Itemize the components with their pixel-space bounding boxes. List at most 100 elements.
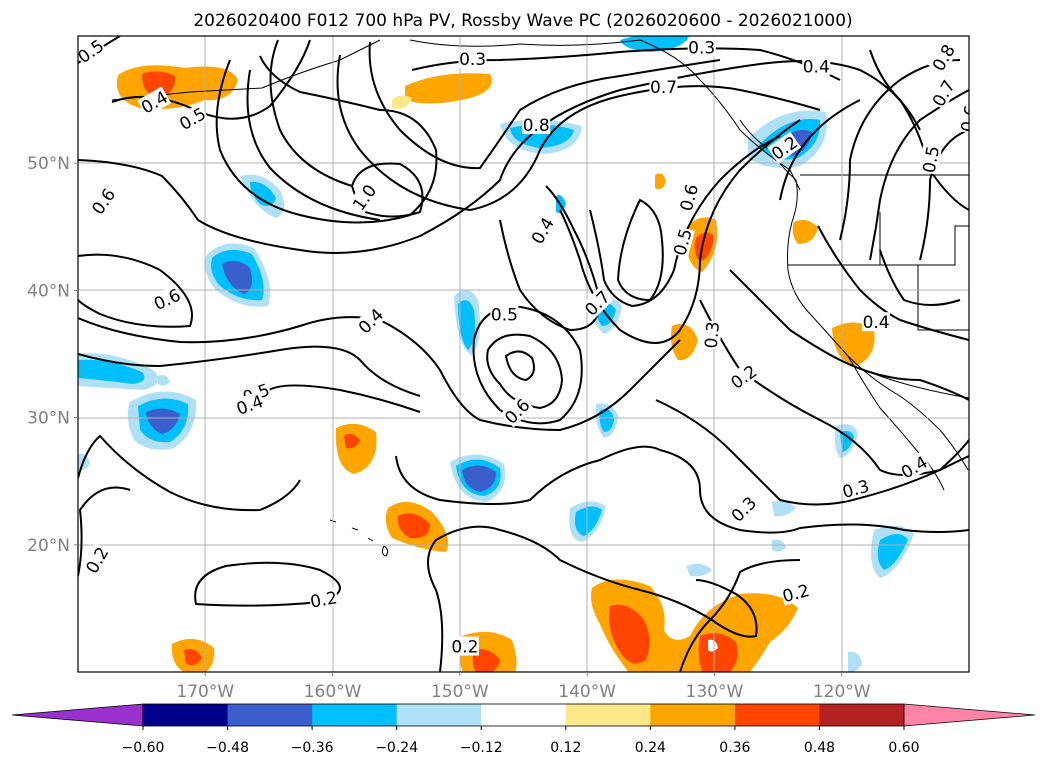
state-border	[788, 225, 969, 266]
colorbar-tick-label: 0.36	[719, 740, 750, 756]
colorbar-swatch	[734, 704, 820, 726]
contour-label-mask	[726, 360, 761, 393]
lon-tick-label: 170°W	[176, 682, 234, 702]
alaska-coast	[409, 39, 801, 191]
colorbar-tick-label: −0.12	[460, 740, 503, 756]
contour-label-mask	[839, 475, 872, 502]
lon-tick-label: 130°W	[686, 682, 744, 702]
contour-label-text: 0.4	[803, 58, 830, 78]
pv-blob	[250, 181, 276, 206]
contour-line	[869, 49, 969, 211]
contour-line	[729, 269, 969, 401]
colorbar-swatch	[819, 704, 905, 726]
coastlines	[111, 39, 969, 557]
contour-line	[699, 299, 969, 476]
contour-line	[246, 69, 381, 221]
pv-blob	[184, 649, 202, 666]
contour-label-text: 0.2	[451, 638, 478, 658]
contour-label-text: 0.3	[702, 321, 724, 350]
pv-blob	[146, 408, 180, 434]
contour-label-text: 0.6	[958, 104, 982, 134]
contour-label-text: 0.7	[650, 78, 677, 98]
contour-label-mask	[308, 587, 340, 611]
contour-label-mask	[802, 56, 831, 76]
contour-label-text: 0.2	[309, 588, 339, 612]
colorbar-tick-label: 0.60	[888, 740, 919, 756]
contour-label: 0.4	[862, 312, 891, 333]
bc-coast	[739, 119, 798, 223]
contour-label-text: 0.5	[491, 306, 518, 326]
axis-ticks: 50°N 40°N 30°N 20°N 170°W 160°W 150°W 140°W 130°…	[27, 154, 871, 702]
contour-label: 0.3	[687, 37, 716, 58]
contour-label-mask	[490, 304, 519, 324]
colorbar: −0.60 −0.48 −0.36 −0.24 −0.12 0.12 0.24 0.36 0.4…	[11, 703, 1036, 756]
contour-label-mask	[458, 48, 487, 68]
pv-blob	[772, 539, 786, 552]
lat-tick-label: 40°N	[27, 281, 70, 301]
contour-label-mask	[675, 181, 702, 214]
contour-line	[817, 225, 969, 341]
contour-line	[269, 39, 353, 187]
contour-label-mask	[649, 76, 678, 96]
contour-label: 0.4	[802, 56, 831, 78]
lon-tick-label: 120°W	[813, 682, 871, 702]
lat-tick-label: 30°N	[27, 409, 70, 429]
contour-line	[779, 99, 861, 201]
pv-blob	[848, 651, 862, 672]
contour-line	[679, 559, 801, 672]
contour-line	[265, 384, 421, 413]
contour-line	[368, 41, 721, 170]
contour-line	[78, 486, 131, 577]
state-border	[879, 212, 969, 331]
colorbar-tick-label: −0.24	[375, 740, 418, 756]
contour-line	[499, 185, 602, 332]
contour-label-text: 0.8	[523, 116, 550, 136]
contour-label: 0.3	[458, 48, 487, 70]
contour-label: 0.8	[522, 115, 551, 136]
pv-blob	[609, 604, 650, 664]
pv-blob	[575, 506, 602, 536]
contour-label-text: 0.3	[688, 38, 715, 58]
contour-label-text: 0.5	[920, 145, 944, 175]
pv-blob	[458, 300, 476, 350]
colorbar-swatch	[227, 704, 313, 726]
chart-title: 2026020400 F012 700 hPa PV, Rossby Wave …	[193, 11, 852, 31]
colorbar-tick-label: 0.48	[804, 740, 835, 756]
contour-label-mask	[78, 36, 108, 67]
lon-tick-label: 160°W	[304, 682, 362, 702]
contour-label: 0.2	[308, 587, 340, 613]
contour-label: 0.2	[450, 636, 479, 658]
colorbar-tick-label: −0.48	[206, 740, 249, 756]
contour-label: 0.2	[779, 579, 812, 607]
contour-line	[879, 249, 961, 306]
lat-tick-label: 50°N	[27, 154, 70, 174]
colorbar-swatch	[565, 704, 651, 726]
contour-line	[559, 119, 801, 344]
contour-label-mask	[81, 542, 112, 577]
lon-tick-label: 150°W	[431, 682, 489, 702]
pv-blob	[158, 374, 170, 386]
contour-line	[78, 434, 301, 512]
contour-label-mask	[726, 492, 760, 526]
contour-label-mask	[927, 40, 959, 75]
contour-label-mask	[700, 320, 723, 350]
colorbar-swatch	[143, 704, 229, 726]
colorbar-tick-label: 0.24	[635, 740, 666, 756]
contour-labels: 0.50.40.50.30.30.4 0.80.70.60.50.70.80.21…	[78, 36, 982, 658]
contour-label-mask	[175, 103, 210, 134]
contour-label-text: 0.4	[863, 313, 890, 333]
contour-label-mask	[918, 143, 943, 175]
contour-line	[659, 449, 969, 534]
contour-line	[194, 561, 341, 607]
contour-label-mask	[580, 286, 614, 320]
contour-label-mask	[348, 180, 380, 215]
contour-line	[78, 345, 421, 397]
contour-label-mask	[779, 579, 812, 606]
contour-line	[589, 135, 781, 308]
contour-line	[395, 445, 661, 505]
pv-blob	[78, 359, 145, 384]
contour-line	[427, 525, 641, 672]
colorbar-swatch	[312, 704, 398, 726]
pv-blob	[655, 173, 666, 190]
contour-label-mask	[450, 636, 479, 656]
